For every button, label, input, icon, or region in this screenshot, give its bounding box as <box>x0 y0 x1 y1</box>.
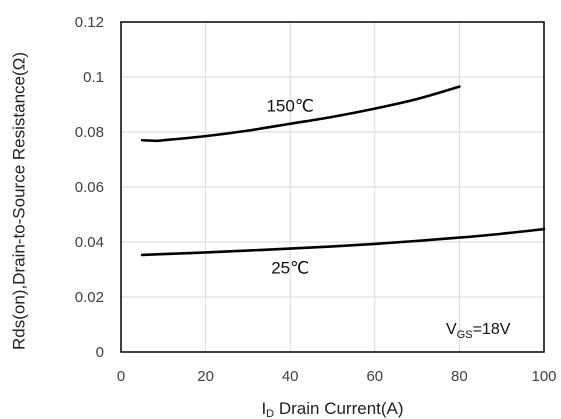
x-axis-title: ID Drain Current(A) <box>261 399 403 419</box>
x-tick-label: 0 <box>117 368 125 385</box>
x-tick-label: 60 <box>366 368 383 385</box>
series-lines <box>140 85 546 257</box>
x-tick-label: 80 <box>451 368 468 385</box>
vgs-annotation: VGS=18V <box>446 321 511 341</box>
vgs-annotation-rest: =18V <box>473 321 511 338</box>
y-tick-label: 0.1 <box>83 69 104 86</box>
curve-label-0: 150℃ <box>266 96 313 115</box>
tick-labels: 0 20 40 60 80 100 0 0.02 0.04 0.06 0.08 0.1 0.12 <box>75 14 557 385</box>
vgs-annotation-main: V <box>446 321 457 338</box>
x-tick-label: 100 <box>531 368 556 385</box>
x-axis-title-main: I <box>261 399 266 418</box>
plot-frame <box>120 21 545 353</box>
y-tick-label: 0.02 <box>75 289 104 306</box>
x-axis-title-sub: D <box>266 408 274 419</box>
x-tick-label: 40 <box>282 368 299 385</box>
y-tick-label: 0.04 <box>75 234 104 251</box>
series-line-0 <box>140 85 461 143</box>
y-tick-label: 0.06 <box>75 179 104 196</box>
grid <box>121 22 544 352</box>
y-tick-label: 0 <box>96 344 104 361</box>
curve-label-1: 25℃ <box>271 259 309 278</box>
curve-labels: 150℃ 25℃ <box>266 96 313 277</box>
x-axis-title-rest: Drain Current(A) <box>274 399 403 418</box>
series-line-1 <box>140 227 546 257</box>
x-tick-label: 20 <box>197 368 214 385</box>
y-axis-title: Rds(on),Drain-to-Source Resistance(Ω) <box>9 52 28 350</box>
vgs-annotation-sub: GS <box>457 329 473 341</box>
y-tick-label: 0.08 <box>75 124 104 141</box>
y-tick-label: 0.12 <box>75 14 104 31</box>
